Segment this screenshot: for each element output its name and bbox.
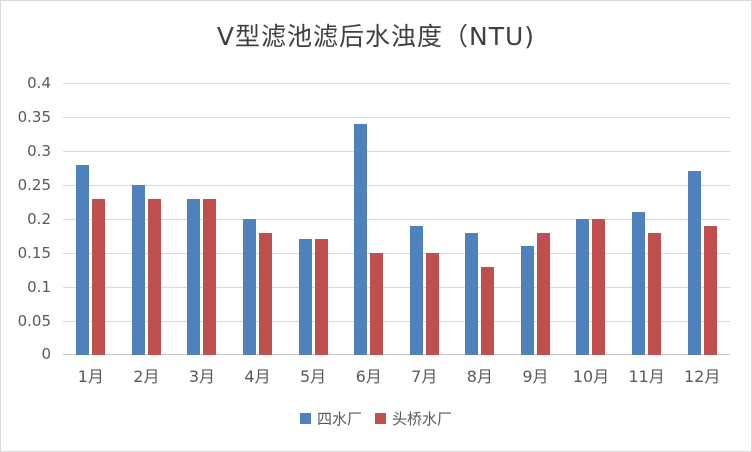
bar-头桥水厂-10月 xyxy=(592,219,606,355)
x-tick-label: 5月 xyxy=(300,367,327,386)
bar-头桥水厂-4月 xyxy=(259,232,273,355)
bar-头桥水厂-2月 xyxy=(147,198,161,355)
x-tick-label: 10月 xyxy=(572,367,610,386)
bar-四水厂-11月 xyxy=(632,212,646,355)
x-tick-label: 2月 xyxy=(133,367,160,386)
bar-头桥水厂-8月 xyxy=(481,266,495,355)
bar-group-5月 xyxy=(285,83,341,355)
y-tick-label: 0.15 xyxy=(17,244,51,262)
legend-item-四水厂: 四水厂 xyxy=(299,408,362,429)
bar-group-11月 xyxy=(619,83,675,355)
bar-四水厂-1月 xyxy=(76,164,90,355)
bar-group-6月 xyxy=(341,83,397,355)
bar-四水厂-9月 xyxy=(520,246,534,355)
y-tick-label: 0.3 xyxy=(27,142,51,160)
gridline xyxy=(63,219,730,220)
bar-四水厂-7月 xyxy=(409,225,423,355)
legend-label: 头桥水厂 xyxy=(392,410,453,428)
gridline xyxy=(63,117,730,118)
x-tick-label: 9月 xyxy=(522,367,549,386)
bar-头桥水厂-3月 xyxy=(203,198,217,355)
bar-group-10月 xyxy=(563,83,619,355)
y-tick-label: 0 xyxy=(41,345,51,363)
bar-四水厂-5月 xyxy=(298,239,312,355)
gridline xyxy=(63,321,730,322)
bar-四水厂-12月 xyxy=(687,171,701,355)
legend: 四水厂 头桥水厂 xyxy=(1,408,751,429)
bar-四水厂-10月 xyxy=(576,219,590,355)
bar-头桥水厂-6月 xyxy=(370,253,384,355)
x-tick-label: 3月 xyxy=(188,367,216,386)
bar-四水厂-6月 xyxy=(354,123,368,355)
bar-group-8月 xyxy=(452,83,508,355)
bar-头桥水厂-9月 xyxy=(536,232,550,355)
bar-四水厂-3月 xyxy=(187,198,201,355)
bar-group-4月 xyxy=(230,83,286,355)
gridline xyxy=(63,151,730,152)
bar-group-2月 xyxy=(119,83,175,355)
gridline xyxy=(63,185,730,186)
legend-swatch-icon xyxy=(375,413,386,424)
bar-头桥水厂-7月 xyxy=(425,253,439,355)
x-tick-label: 4月 xyxy=(244,367,271,386)
bar-四水厂-8月 xyxy=(465,232,479,355)
bar-头桥水厂-5月 xyxy=(314,239,328,355)
bar-头桥水厂-11月 xyxy=(648,232,662,355)
legend-label: 四水厂 xyxy=(316,410,362,428)
x-tick-label: 8月 xyxy=(466,367,493,386)
x-tick-label: 11月 xyxy=(628,367,665,386)
legend-item-头桥水厂: 头桥水厂 xyxy=(375,408,452,429)
x-axis: 1月 2月 3月 4月 5月 6月 7月 8月 9月 10月 11月 12月 xyxy=(63,363,730,387)
x-tick-label: 1月 xyxy=(77,367,104,386)
bar-四水厂-2月 xyxy=(131,185,145,355)
bar-group-1月 xyxy=(63,83,119,355)
bar-头桥水厂-1月 xyxy=(92,198,106,355)
y-tick-label: 0.2 xyxy=(27,210,51,228)
gridline xyxy=(63,253,730,254)
y-tick-label: 0.35 xyxy=(17,108,51,126)
bar-四水厂-4月 xyxy=(243,219,257,355)
y-axis: 0 0.05 0.1 0.15 0.2 0.25 0.3 0.35 0.4 xyxy=(1,74,51,363)
y-tick-label: 0.25 xyxy=(17,176,51,194)
x-tick-label: 6月 xyxy=(355,367,382,386)
bar-group-9月 xyxy=(508,83,564,355)
plot-area xyxy=(63,83,730,355)
chart-title: V型滤池滤后水浊度（NTU) xyxy=(216,22,536,51)
x-tick-label: 12月 xyxy=(683,367,721,386)
bar-group-12月 xyxy=(674,83,730,355)
bars-layer xyxy=(63,83,730,355)
gridline xyxy=(63,287,730,288)
bar-group-3月 xyxy=(174,83,230,355)
legend-swatch-icon xyxy=(299,413,311,424)
x-axis-line xyxy=(63,354,730,355)
y-tick-label: 0.05 xyxy=(17,312,51,330)
y-tick-label: 0.1 xyxy=(27,278,51,296)
gridline xyxy=(63,83,730,84)
bar-group-7月 xyxy=(396,83,452,355)
x-tick-label: 7月 xyxy=(411,367,438,386)
bar-头桥水厂-12月 xyxy=(703,225,717,355)
y-tick-label: 0.4 xyxy=(27,74,51,92)
